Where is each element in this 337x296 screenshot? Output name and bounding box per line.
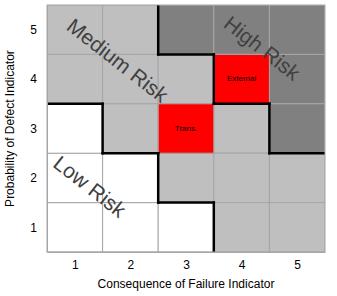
zone-boundary (101, 104, 104, 153)
tick-label: 5 (294, 258, 301, 272)
risk-cell (269, 104, 325, 153)
item-label: External (227, 74, 257, 83)
chart: Trans. External Low Risk Medium Risk High Ri… (0, 0, 337, 296)
tick-label: 1 (30, 221, 37, 235)
risk-cell (214, 203, 270, 252)
tick: 3 (30, 122, 47, 136)
risk-cell (103, 104, 159, 153)
item-cell (214, 54, 270, 103)
zone-boundary (214, 103, 270, 106)
y-axis: 1 2 3 4 5 (30, 6, 47, 253)
tick-label: 5 (30, 23, 37, 37)
tick: 4 (30, 72, 47, 86)
tick: 1 (72, 252, 79, 272)
risk-cell (269, 153, 325, 202)
risk-cell (214, 153, 270, 202)
risk-cell (214, 104, 270, 153)
zone-boundary (158, 53, 214, 56)
risk-cell (158, 54, 214, 103)
tick: 2 (128, 252, 135, 272)
x-axis-title: Consequence of Failure Indicator (98, 277, 275, 291)
zone-boundary (213, 54, 216, 103)
axis-line (47, 6, 48, 253)
tick-label: 4 (30, 72, 37, 86)
zone-boundary (103, 152, 159, 155)
risk-cell (214, 54, 270, 103)
axis-line (48, 252, 326, 253)
risk-cell (158, 153, 214, 202)
item-cell (158, 104, 214, 153)
zone-boundary (158, 201, 214, 204)
zone-label: High Risk (220, 11, 305, 85)
zone-boundary (47, 103, 103, 106)
zone-boundary (268, 104, 271, 153)
plot-frame (47, 5, 325, 252)
x-axis: 1 2 3 4 5 (48, 252, 326, 272)
tick-label: 3 (30, 122, 37, 136)
zone-boundary (157, 153, 160, 202)
tick: 5 (30, 23, 47, 37)
tick: 1 (30, 221, 47, 235)
y-axis-title: Probability of Defect Indicator (3, 50, 17, 207)
risk-cell (47, 54, 103, 103)
tick: 4 (239, 252, 246, 272)
zone-boundary (157, 5, 160, 54)
plot-area (47, 5, 325, 252)
zone-boundary (213, 203, 216, 252)
tick-label: 2 (128, 258, 135, 272)
risk-cell (158, 203, 214, 252)
tick-label: 2 (30, 171, 37, 185)
zone-label: Low Risk (49, 151, 131, 222)
tick-label: 1 (72, 258, 79, 272)
tick: 3 (183, 252, 190, 272)
risk-cell (158, 104, 214, 153)
tick-label: 4 (239, 258, 246, 272)
item-label: Trans. (175, 124, 197, 133)
zone-boundary (269, 152, 325, 155)
tick-label: 3 (183, 258, 190, 272)
risk-cell (158, 5, 214, 54)
zone-label: Medium Risk (63, 14, 173, 107)
risk-cell (47, 104, 103, 153)
risk-cell (47, 203, 103, 252)
risk-cell (269, 203, 325, 252)
tick: 5 (294, 252, 301, 272)
tick: 2 (30, 171, 47, 185)
